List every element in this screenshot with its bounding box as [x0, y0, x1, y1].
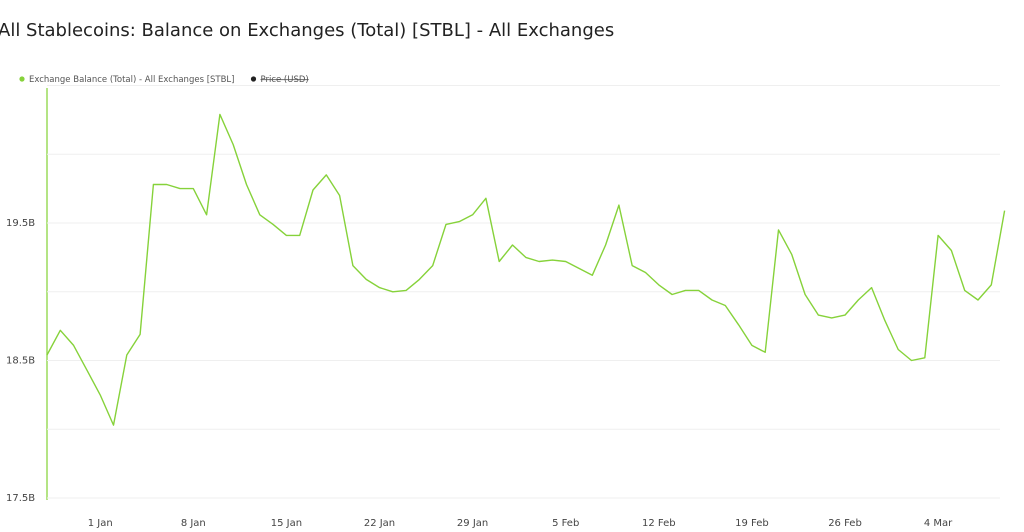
x-tick-label: 15 Jan	[271, 518, 302, 529]
legend-label[interactable]: Price (USD)	[260, 75, 308, 85]
legend-label[interactable]: Exchange Balance (Total) - All Exchanges…	[29, 75, 234, 85]
x-tick-label: 1 Jan	[88, 518, 113, 529]
x-tick-label: 26 Feb	[828, 518, 862, 529]
series-line	[46, 113, 1006, 426]
x-tick-label: 22 Jan	[364, 518, 395, 529]
x-tick-label: 5 Feb	[552, 518, 579, 529]
chart-title: All Stablecoins: Balance on Exchanges (T…	[0, 20, 614, 41]
y-tick-label: 19.5B	[6, 218, 35, 229]
x-tick-label: 12 Feb	[642, 518, 676, 529]
x-tick-label: 19 Feb	[735, 518, 769, 529]
y-tick-label: 18.5B	[6, 356, 35, 367]
legend-swatch[interactable]	[250, 76, 257, 82]
legend-swatch[interactable]	[19, 76, 25, 82]
y-tick-label: 17.5B	[6, 493, 35, 504]
x-tick-label: 29 Jan	[457, 518, 488, 529]
x-tick-label: 8 Jan	[181, 518, 206, 529]
x-tick-label: 4 Mar	[924, 518, 953, 529]
